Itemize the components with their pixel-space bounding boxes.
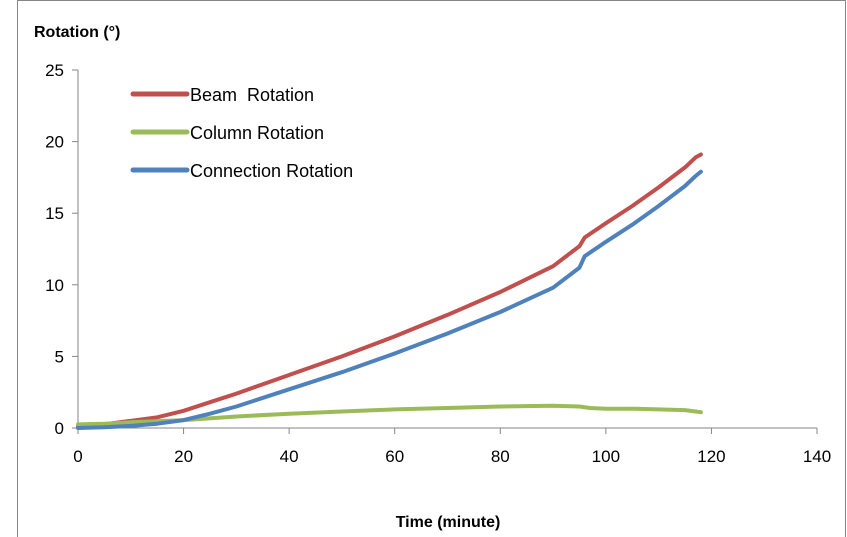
series-line-3 bbox=[76, 169, 703, 430]
chart-frame bbox=[17, 0, 846, 537]
y-tick-label: 5 bbox=[55, 347, 64, 366]
series-line-1 bbox=[76, 152, 703, 429]
legend-label: Column Rotation bbox=[190, 123, 324, 143]
x-tick-label: 140 bbox=[803, 447, 831, 466]
x-tick-label: 40 bbox=[280, 447, 299, 466]
axes: 0 5 10 15 20 25 0 20 40 60 80 100 120 140 bbox=[45, 61, 831, 466]
y-axis-title: Rotation (°) bbox=[34, 24, 120, 41]
y-tick-label: 10 bbox=[45, 276, 64, 295]
x-axis-title: Time (minute) bbox=[396, 514, 501, 531]
legend-label: Beam Rotation bbox=[190, 85, 314, 105]
y-tick-label: 0 bbox=[55, 419, 64, 438]
x-tick-label: 120 bbox=[697, 447, 725, 466]
legend: Beam Rotation Column Rotation Connection R… bbox=[130, 85, 353, 181]
x-tick-label: 80 bbox=[491, 447, 510, 466]
legend-label: Connection Rotation bbox=[190, 161, 353, 181]
x-tick-label: 20 bbox=[174, 447, 193, 466]
x-tick-label: 100 bbox=[592, 447, 620, 466]
y-tick-label: 20 bbox=[45, 133, 64, 152]
y-tick-label: 25 bbox=[45, 61, 64, 80]
series-lines bbox=[76, 152, 703, 430]
x-tick-label: 60 bbox=[385, 447, 404, 466]
x-tick-label: 0 bbox=[73, 447, 82, 466]
y-tick-label: 15 bbox=[45, 204, 64, 223]
